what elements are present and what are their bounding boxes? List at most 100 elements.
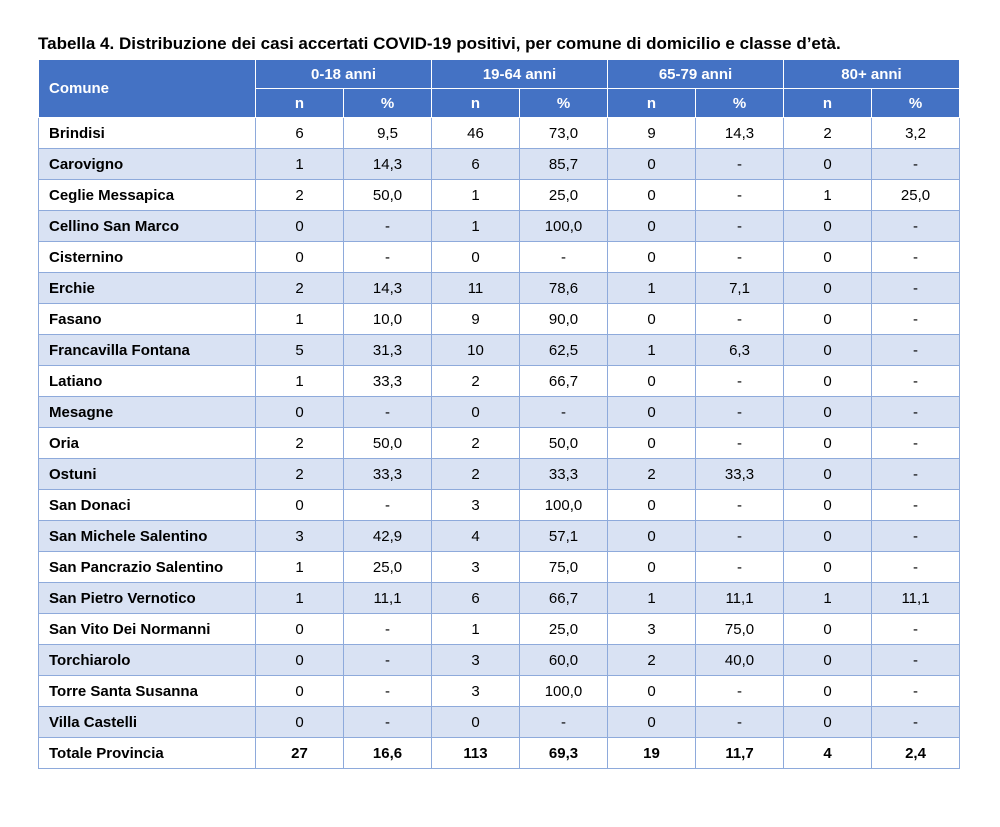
cell-n-65-79: 0: [607, 241, 696, 273]
cell-pct-0-18: 25,0: [343, 551, 432, 583]
cell-n-65-79: 0: [607, 365, 696, 397]
header-group-80plus: 80+ anni: [782, 59, 961, 89]
cell-pct-80plus: -: [870, 241, 961, 273]
header-sub-percent: %: [343, 88, 432, 118]
cell-n-65-79: 9: [607, 117, 696, 149]
cell-n-80plus: 0: [783, 303, 872, 335]
cell-n-19-64: 0: [431, 396, 520, 428]
cell-n-80plus: 0: [783, 644, 872, 676]
cell-pct-0-18: 50,0: [343, 179, 432, 211]
cell-pct-80plus: -: [870, 613, 961, 645]
cell-pct-0-18: -: [343, 613, 432, 645]
cell-pct-65-79: 14,3: [695, 117, 784, 149]
cell-comune-name: San Michele Salentino: [38, 520, 256, 552]
cell-pct-80plus: 25,0: [870, 179, 961, 211]
cell-comune-name: Carovigno: [38, 148, 256, 180]
cell-n-80plus: 0: [783, 210, 872, 242]
cell-n-65-79: 2: [607, 458, 696, 490]
cell-n-65-79: 3: [607, 613, 696, 645]
cell-n-65-79: 0: [607, 148, 696, 180]
cell-pct-19-64: -: [519, 396, 608, 428]
cell-pct-65-79: 75,0: [695, 613, 784, 645]
header-sub-n: n: [607, 88, 696, 118]
table-row: San Donaci 0-3 100,0 0-0-: [38, 489, 961, 521]
header-sub-n: n: [783, 88, 872, 118]
table-row: Torre Santa Susanna 0-3 100,0 0-0-: [38, 675, 961, 707]
cell-comune-name: Villa Castelli: [38, 706, 256, 738]
cell-n-65-79: 0: [607, 303, 696, 335]
table-row: Latiano 1 33,3 2 66,7 0-0-: [38, 365, 961, 397]
table-row: Villa Castelli 0-0-0-0-: [38, 706, 961, 738]
table-row: Ceglie Messapica 2 50,0 1 25,0 0-1 25,0: [38, 179, 961, 211]
cell-pct-19-64: 57,1: [519, 520, 608, 552]
header-group-19-64: 19-64 anni: [431, 59, 608, 89]
header-sub-n: n: [255, 88, 344, 118]
cell-n-65-79: 0: [607, 520, 696, 552]
cell-pct-19-64: 60,0: [519, 644, 608, 676]
cell-n-0-18: 1: [255, 551, 344, 583]
cell-pct-19-64: 33,3: [519, 458, 608, 490]
header-group-0-18: 0-18 anni: [255, 59, 432, 89]
cell-comune-name: San Donaci: [38, 489, 256, 521]
cell-n-19-64: 46: [431, 117, 520, 149]
cell-pct-19-64: 50,0: [519, 427, 608, 459]
cell-pct-65-79: -: [695, 675, 784, 707]
cell-n-19-64: 1: [431, 613, 520, 645]
cell-pct-80plus: 3,2: [870, 117, 961, 149]
cell-comune-name: Brindisi: [38, 117, 256, 149]
cell-pct-80plus: -: [870, 365, 961, 397]
header-comune: Comune: [38, 59, 256, 118]
cell-n-0-18: 1: [255, 303, 344, 335]
cell-n-19-64: 3: [431, 551, 520, 583]
table-row: Carovigno 1 14,3 6 85,7 0-0-: [38, 148, 961, 180]
cell-n-0-18: 0: [255, 489, 344, 521]
cell-pct-0-18: -: [343, 675, 432, 707]
cell-n-80plus: 0: [783, 334, 872, 366]
cell-comune-name: San Pancrazio Salentino: [38, 551, 256, 583]
cell-n-19-64: 0: [431, 706, 520, 738]
cell-n-19-64: 2: [431, 427, 520, 459]
header-sub-percent: %: [870, 88, 961, 118]
table-row: Torchiarolo 0-3 60,0 2 40,0 0-: [38, 644, 961, 676]
covid-cases-table: Comune 0-18 anni 19-64 anni 65-79 anni 8…: [38, 59, 961, 769]
cell-n-0-18: 0: [255, 241, 344, 273]
cell-comune-name: Francavilla Fontana: [38, 334, 256, 366]
cell-n-80plus: 0: [783, 613, 872, 645]
cell-pct-65-79: -: [695, 520, 784, 552]
cell-n-19-64: 1: [431, 210, 520, 242]
total-row: Totale Provincia 27 16,6 113 69,3 19 11,7 4 2,4: [38, 737, 961, 769]
cell-comune-name: Torre Santa Susanna: [38, 675, 256, 707]
cell-n-0-18: 0: [255, 613, 344, 645]
cell-pct-65-79: -: [695, 179, 784, 211]
header-sub-n: n: [431, 88, 520, 118]
cell-comune-name: Erchie: [38, 272, 256, 304]
table-row: San Michele Salentino 3 42,9 4 57,1 0-0-: [38, 520, 961, 552]
cell-n-65-79: 0: [607, 551, 696, 583]
table-row: San Pietro Vernotico 1 11,1 6 66,7 1 11,1 1 11,1: [38, 582, 961, 614]
cell-comune-name: San Pietro Vernotico: [38, 582, 256, 614]
cell-n-19-64: 3: [431, 644, 520, 676]
cell-pct-65-79: -: [695, 241, 784, 273]
cell-pct-19-64: 85,7: [519, 148, 608, 180]
cell-pct-0-18: 14,3: [343, 272, 432, 304]
header-sub-percent: %: [695, 88, 784, 118]
cell-pct-80plus: -: [870, 458, 961, 490]
cell-n-19-64: 6: [431, 148, 520, 180]
cell-n-80plus: 1: [783, 582, 872, 614]
cell-n-65-79: 0: [607, 489, 696, 521]
table-row: San Pancrazio Salentino 1 25,0 3 75,0 0-0-: [38, 551, 961, 583]
cell-n-0-18: 1: [255, 582, 344, 614]
cell-pct-19-64: -: [519, 241, 608, 273]
cell-n-0-18: 27: [255, 737, 344, 769]
cell-n-80plus: 0: [783, 706, 872, 738]
cell-pct-80plus: -: [870, 303, 961, 335]
cell-pct-65-79: -: [695, 210, 784, 242]
cell-n-0-18: 0: [255, 706, 344, 738]
cell-pct-0-18: 16,6: [343, 737, 432, 769]
cell-pct-80plus: -: [870, 272, 961, 304]
cell-pct-19-64: 78,6: [519, 272, 608, 304]
cell-pct-19-64: 25,0: [519, 179, 608, 211]
cell-pct-0-18: -: [343, 210, 432, 242]
cell-n-65-79: 2: [607, 644, 696, 676]
cell-pct-19-64: 75,0: [519, 551, 608, 583]
